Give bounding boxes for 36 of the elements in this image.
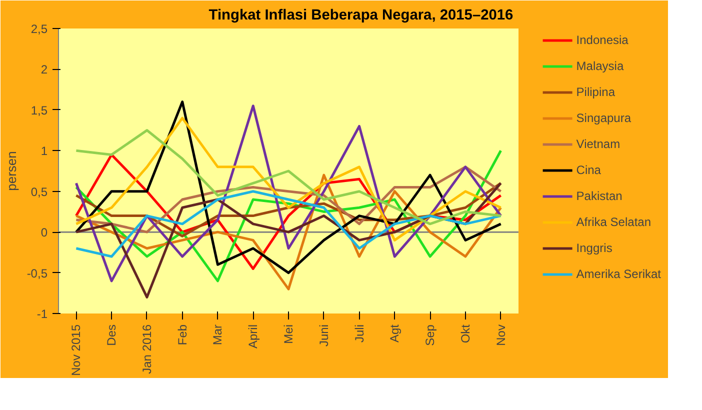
x-tick-label: Juli bbox=[352, 324, 366, 343]
legend-label: Pilipina bbox=[576, 85, 615, 99]
legend-label: Vietnam bbox=[576, 137, 620, 151]
x-tick-label: Sep bbox=[423, 324, 438, 346]
x-tick-label: Mei bbox=[282, 324, 296, 344]
y-tick-label: -0,5 bbox=[26, 266, 48, 280]
x-tick-label: Feb bbox=[175, 324, 190, 346]
y-tick-label: 2,5 bbox=[30, 22, 48, 36]
x-tick-label: Des bbox=[104, 324, 119, 346]
y-tick-label: 2 bbox=[40, 62, 48, 77]
x-tick-label: Agt bbox=[388, 324, 402, 343]
y-tick-label: -1 bbox=[36, 307, 48, 321]
x-tick-label: Juni bbox=[316, 324, 331, 347]
line-series bbox=[74, 129, 502, 226]
y-axis-title: persen bbox=[4, 151, 19, 191]
x-tick-label: Jan 2016 bbox=[140, 324, 154, 374]
y-tick-label: 1,5 bbox=[30, 103, 48, 118]
x-tick-label: Okt bbox=[458, 324, 472, 344]
line-series bbox=[74, 190, 502, 258]
y-tick-label: 0 bbox=[40, 226, 48, 240]
x-tick-label: Mar bbox=[210, 324, 225, 346]
legend-label: Pakistan bbox=[576, 189, 622, 203]
line-series bbox=[74, 116, 502, 242]
legend-label: Amerika Serikat bbox=[576, 267, 661, 281]
x-tick-label: Nov bbox=[494, 324, 508, 346]
chart-title: Tingkat Inflasi Beberapa Negara, 2015–2016 bbox=[208, 8, 514, 24]
legend-label: Singapura bbox=[576, 111, 632, 125]
legend-label: Inggris bbox=[576, 241, 612, 255]
legend-label: Cina bbox=[576, 163, 601, 177]
y-tick-label: 0,5 bbox=[30, 184, 48, 199]
x-tick-label: Nov 2015 bbox=[69, 324, 84, 376]
legend-label: Afrika Selatan bbox=[576, 215, 652, 229]
legend-label: Malaysia bbox=[576, 59, 624, 73]
y-tick-label: 1 bbox=[40, 144, 48, 158]
x-tick-label: April bbox=[246, 324, 260, 349]
legend-label: Indonesia bbox=[576, 33, 628, 47]
